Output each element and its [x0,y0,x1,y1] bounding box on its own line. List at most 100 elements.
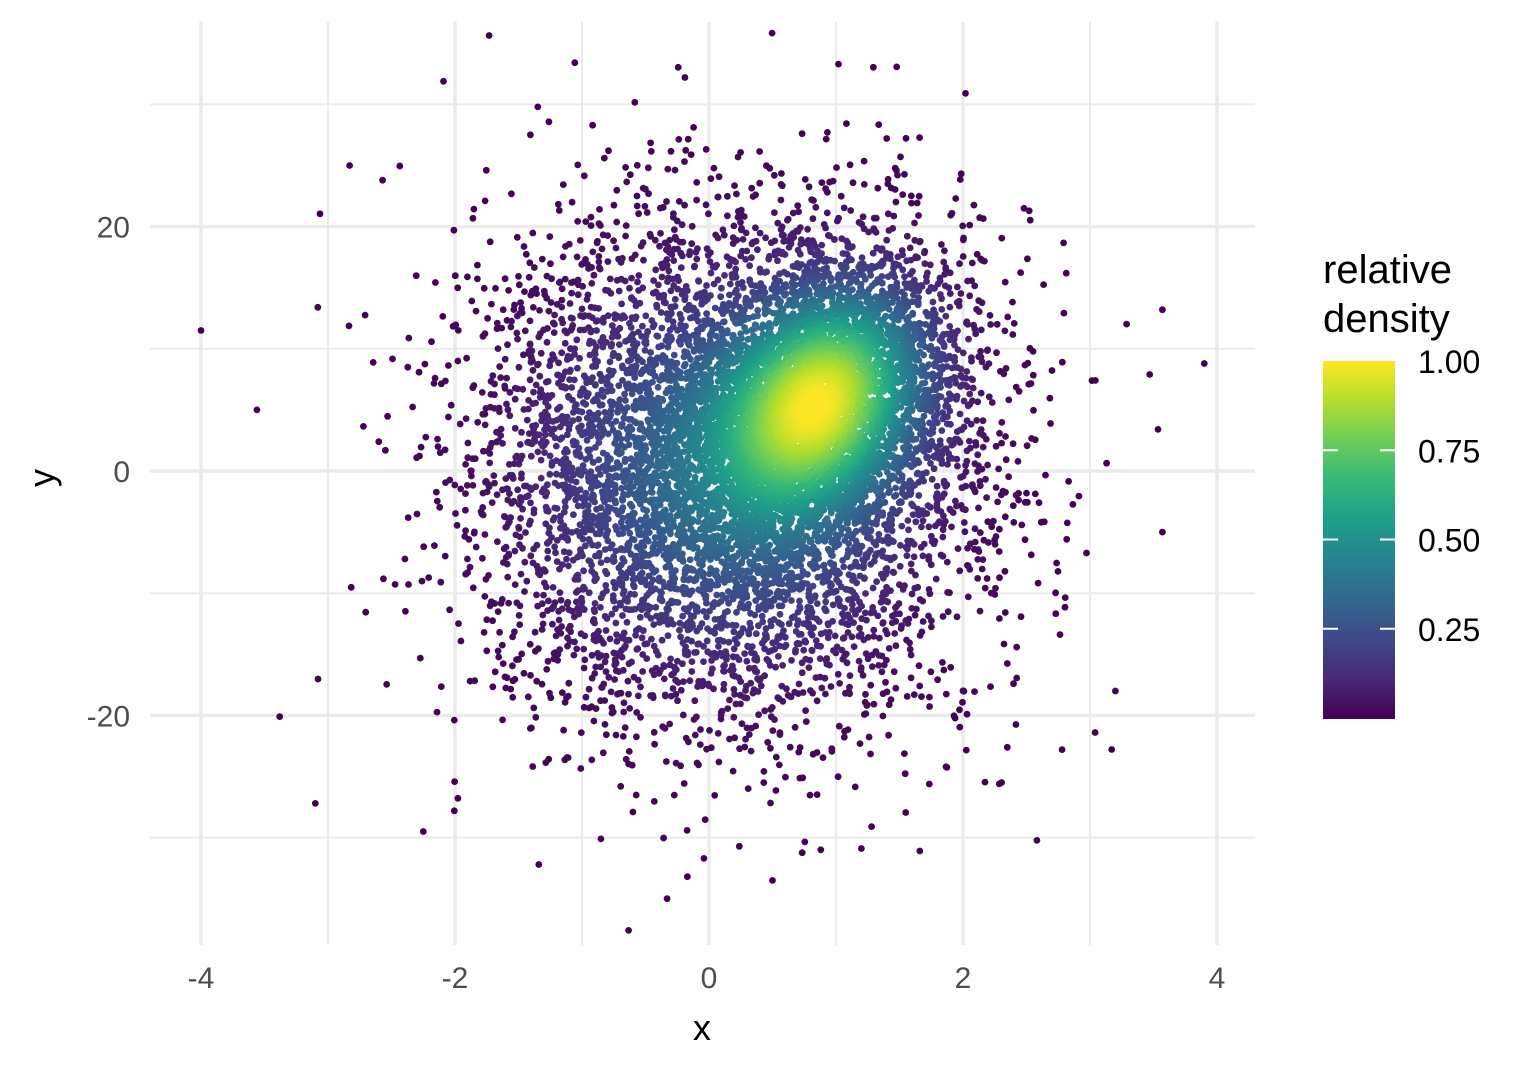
data-point [981,537,988,544]
data-point [955,545,962,552]
data-point [799,130,806,137]
data-point [629,391,636,398]
data-point [983,494,990,501]
data-point [494,491,501,498]
data-point [748,748,755,755]
data-point [465,440,472,447]
data-point [761,565,768,572]
data-point [531,264,538,271]
data-point [495,608,502,615]
data-point [452,510,459,517]
data-point [556,279,563,286]
data-point [595,542,602,549]
data-point [836,723,843,730]
data-point [716,759,723,766]
data-point [1002,279,1009,286]
data-point [462,507,469,514]
data-point [559,561,566,568]
data-point [822,225,829,232]
data-point [488,301,495,308]
data-point [642,490,649,497]
data-point [956,567,963,574]
data-point [688,240,695,247]
data-point [703,201,710,208]
data-point [675,136,682,143]
data-point [595,628,602,635]
data-point [882,627,889,634]
data-point [972,330,979,337]
data-point [726,262,733,269]
data-point [642,203,649,210]
data-point [825,620,832,627]
data-point [562,340,569,347]
data-point [536,373,543,380]
data-point [708,175,715,182]
data-point [622,278,629,285]
data-point [652,604,659,611]
data-point [724,212,731,219]
data-point [693,249,700,256]
data-point [957,176,964,183]
data-point [615,382,622,389]
data-point [503,544,510,551]
data-point [956,260,963,267]
data-point [703,310,710,317]
data-point [1018,613,1025,620]
data-point [546,525,553,532]
data-point [479,504,486,511]
data-point [693,197,700,204]
data-point [653,665,660,672]
data-point [607,358,614,365]
data-point [522,529,529,536]
data-point [625,691,632,698]
data-point [872,648,879,655]
data-point [929,353,936,360]
data-point [768,713,775,720]
data-point [468,298,475,305]
data-point [869,663,876,670]
data-point [865,229,872,236]
data-point [978,390,985,397]
data-point [581,172,588,179]
data-point [609,704,616,711]
data-point [1009,331,1016,338]
data-point [594,317,601,324]
data-point [780,627,787,634]
data-point [863,650,870,657]
data-point [534,104,541,111]
data-point [462,490,469,497]
data-point [610,237,617,244]
data-point [497,432,504,439]
data-point [670,685,677,692]
data-point [346,162,353,169]
data-point [494,538,501,545]
data-point [908,193,915,200]
data-point [1002,568,1009,575]
data-point [649,379,656,386]
data-point [380,575,387,582]
data-point [920,618,927,625]
data-point [788,597,795,604]
data-point [402,556,409,563]
data-point [1002,609,1009,616]
data-point [824,189,831,196]
data-point [434,709,441,716]
data-point [804,226,811,233]
data-point [839,611,846,618]
data-point [645,560,652,567]
data-point [959,484,966,491]
data-point [652,361,659,368]
data-point [845,726,852,733]
data-point [661,676,668,683]
data-point [908,501,915,508]
data-point [564,448,571,455]
data-point [962,90,969,97]
data-point [847,672,854,679]
data-point [833,531,840,538]
data-point [574,218,581,225]
data-point [573,336,580,343]
data-point [814,600,821,607]
data-point [695,318,702,325]
data-point [437,579,444,586]
data-point [649,489,656,496]
